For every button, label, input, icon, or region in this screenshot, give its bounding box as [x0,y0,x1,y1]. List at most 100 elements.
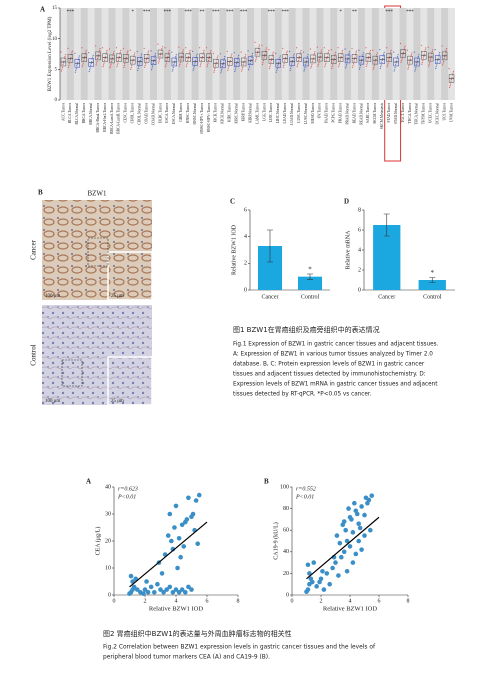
jitter-point [318,59,320,61]
jitter-point [331,66,333,68]
jitter-point [207,62,209,64]
panel-label: D [344,198,349,206]
jitter-point [344,48,346,50]
inset-image [107,251,153,301]
x-tick-label: LGG.Tumor [262,102,266,121]
jitter-point [279,57,281,59]
x-tick-label: STAD.Normal [394,103,398,124]
point [173,503,179,509]
jitter-point [109,67,111,69]
jitter-point [208,56,211,58]
jitter-point [180,59,182,61]
point [324,571,330,576]
y-tick-label: 6 [358,227,361,233]
column-title: BZW1 [87,190,107,198]
band-bg [344,8,352,100]
jitter-point [152,61,155,63]
jitter-point [365,66,367,68]
point [314,584,319,589]
jitter-point [194,63,196,65]
point [133,576,138,582]
jitter-point [129,49,131,51]
jitter-point [401,58,403,60]
jitter-point [89,67,91,69]
point [175,565,180,571]
jitter-point [310,65,313,67]
jitter-point [92,56,94,58]
jitter-point [429,59,431,61]
point [142,587,148,592]
jitter-point [443,57,445,60]
jitter-point [296,66,298,68]
y-tick-label: 6 [244,207,247,213]
jitter-point [311,63,313,65]
jitter-point [185,66,187,68]
jitter-point [68,64,70,67]
x-tick-label: HNSC.Normal [193,103,197,124]
jitter-point [400,61,402,63]
point [144,579,149,584]
jitter-point [248,67,250,69]
x-tick-label: CHOL.Normal [138,103,142,125]
jitter-point [164,47,166,49]
x-tick-label: UCEC.Normal [436,103,440,124]
point [327,581,333,587]
jitter-point [414,68,417,70]
jitter-point [430,55,432,57]
jitter-point [130,68,132,70]
band-bg [385,8,393,100]
jitter-point [396,55,399,58]
jitter-point [64,54,67,56]
jitter-point [386,66,388,68]
jitter-point [62,64,64,66]
jitter-point [241,68,243,70]
significance: *** [164,10,172,15]
band-bg [288,8,296,100]
jitter-point [227,69,229,71]
jitter-point [302,51,305,53]
point [170,590,176,595]
point [195,541,200,546]
jitter-point [325,59,327,61]
jitter-point [381,59,383,62]
jitter-point [215,63,217,65]
zoom-box [87,237,109,267]
jitter-point [269,66,271,68]
jitter-point [286,50,288,52]
jitter-point [372,68,374,70]
point [347,544,353,549]
jitter-point [452,72,454,74]
jitter-point [186,62,188,64]
jitter-point [277,65,279,67]
jitter-point [233,52,235,54]
x-tick-label: PRAD.Tumor [338,102,342,123]
jitter-point [157,43,159,45]
jitter-point [421,63,423,65]
jitter-point [85,51,87,53]
point [307,571,312,576]
jitter-point [97,57,99,60]
jitter-point [444,54,446,56]
point [181,544,187,549]
jitter-point [110,63,112,65]
jitter-point [382,58,384,60]
jitter-point [62,62,65,64]
x-tick-label: BRCA.Normal [89,103,93,125]
jitter-point [434,49,436,51]
jitter-point [326,57,328,60]
y-tick-label: 40 [283,549,289,555]
jitter-point [402,53,404,55]
jitter-point [443,60,445,62]
jitter-point [403,47,406,49]
jitter-point [127,50,129,52]
jitter-point [146,58,148,60]
jitter-point [248,65,251,67]
jitter-point [84,56,86,58]
caption-title: 图1 BZW1在胃癌组织及癌旁组织中的表达情况 [233,325,380,334]
jitter-point [182,49,184,51]
panel-label: B [264,478,269,486]
jitter-point [333,59,335,62]
jitter-point [355,50,358,52]
jitter-point [124,60,126,62]
jitter-point [397,54,399,56]
